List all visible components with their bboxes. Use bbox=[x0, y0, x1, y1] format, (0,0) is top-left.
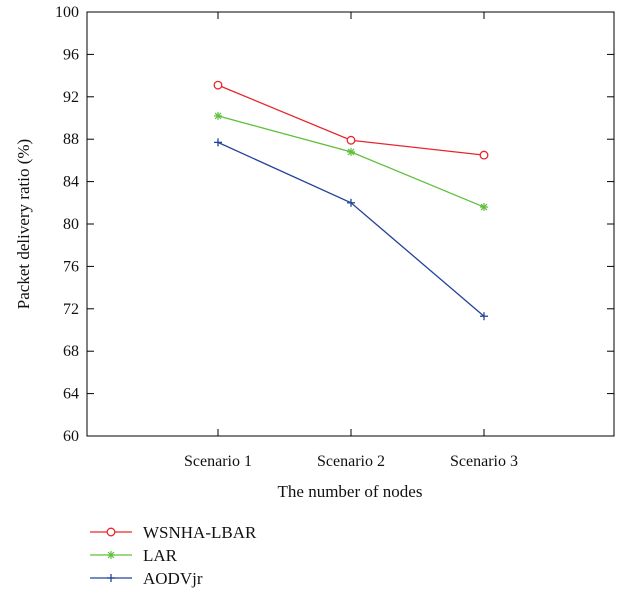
legend-marker-asterisk bbox=[107, 551, 115, 559]
series-aodvjr bbox=[214, 138, 488, 321]
data-point-lar bbox=[480, 203, 488, 212]
y-tick-label: 96 bbox=[63, 46, 79, 63]
data-point-lar bbox=[214, 111, 222, 120]
legend-label: LAR bbox=[143, 546, 178, 565]
series-line-lar bbox=[217, 115, 485, 208]
legend-marker-plus bbox=[107, 574, 115, 582]
data-point-aodvjr bbox=[214, 138, 222, 147]
legend-label: WSNHA-LBAR bbox=[143, 523, 257, 542]
y-axis-title: Packet delivery ratio (%) bbox=[14, 139, 33, 309]
data-point-wsnha-lbar bbox=[346, 135, 356, 145]
legend-item-lar: LAR bbox=[90, 546, 178, 565]
legend: WSNHA-LBAR LAR AODVjr bbox=[90, 523, 257, 588]
y-tick-label: 76 bbox=[63, 258, 79, 275]
data-point-wsnha-lbar bbox=[213, 80, 223, 90]
legend-item-aodvjr: AODVjr bbox=[90, 569, 203, 588]
series-lar bbox=[214, 111, 488, 212]
data-point-aodvjr bbox=[480, 312, 488, 321]
series-layer bbox=[213, 80, 489, 321]
x-tick-label: Scenario 1 bbox=[184, 453, 252, 470]
y-tick-label: 100 bbox=[55, 4, 79, 21]
legend-item-wsnha-lbar: WSNHA-LBAR bbox=[90, 523, 257, 542]
series-wsnha-lbar bbox=[213, 80, 489, 160]
data-point-wsnha-lbar bbox=[479, 150, 489, 160]
y-tick-label: 60 bbox=[63, 428, 79, 445]
y-tick-label: 92 bbox=[63, 89, 79, 106]
plot-frame bbox=[86, 11, 615, 437]
y-tick-label: 84 bbox=[63, 174, 79, 191]
y-tick-label: 68 bbox=[63, 343, 79, 360]
series-line-aodvjr bbox=[217, 141, 485, 317]
x-tick-label: Scenario 3 bbox=[450, 453, 518, 470]
y-tick-label: 88 bbox=[63, 131, 79, 148]
x-axis-title: The number of nodes bbox=[278, 482, 423, 501]
legend-marker-circle bbox=[106, 527, 116, 537]
y-tick-label: 80 bbox=[63, 216, 79, 233]
y-tick-label: 64 bbox=[63, 386, 79, 403]
y-tick-label: 72 bbox=[63, 301, 79, 318]
x-axis: Scenario 1 Scenario 2 Scenario 3 bbox=[184, 12, 518, 470]
y-axis: 60 64 68 72 76 80 84 88 92 96 100 bbox=[55, 4, 614, 445]
x-tick-label: Scenario 2 bbox=[317, 453, 385, 470]
data-point-lar bbox=[347, 147, 355, 156]
data-point-aodvjr bbox=[347, 198, 355, 207]
legend-label: AODVjr bbox=[143, 569, 203, 588]
